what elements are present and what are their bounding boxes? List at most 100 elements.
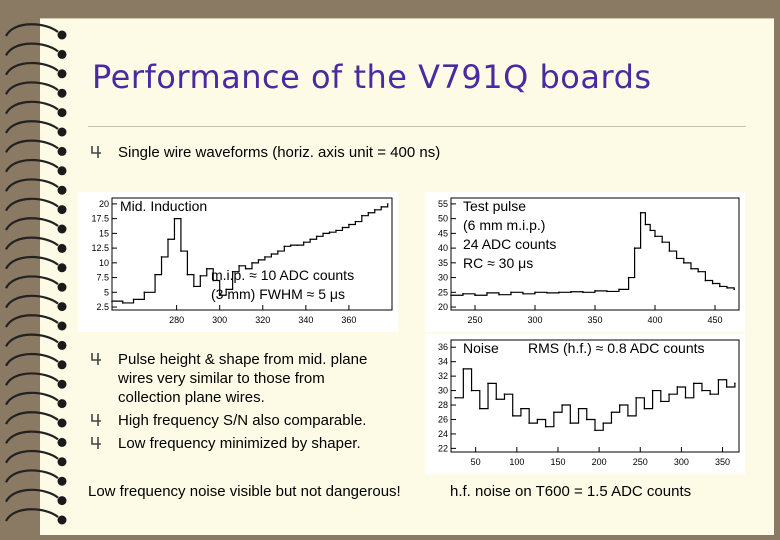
- waveform-point: [726, 287, 728, 289]
- spiral-hole: [57, 224, 67, 234]
- bullet-sn: High frequency S/N also comparable.: [118, 412, 367, 429]
- waveform-point: [386, 203, 389, 205]
- y-tick-label: 10: [99, 258, 109, 268]
- spiral-hole: [57, 360, 67, 370]
- waveform-point: [380, 206, 383, 208]
- waveform-point: [569, 422, 572, 424]
- waveform-line: [455, 368, 736, 431]
- waveform-point: [335, 229, 337, 232]
- waveform-point: [534, 291, 536, 294]
- x-tick-label: 350: [587, 315, 602, 325]
- footer-left-note: Low frequency noise visible but not dang…: [88, 483, 401, 500]
- y-tick-label: 32: [438, 371, 448, 381]
- waveform-point: [283, 245, 286, 248]
- bullet-pulse-height-3: collection plane wires.: [118, 389, 265, 406]
- waveform-point: [328, 231, 331, 233]
- waveform-point: [462, 292, 464, 295]
- waveform-line: [112, 203, 389, 304]
- y-tick-label: 22: [438, 443, 448, 453]
- waveform-point: [205, 267, 208, 270]
- waveform-point: [570, 290, 572, 293]
- x-tick-label: 400: [647, 315, 662, 325]
- waveform-point: [218, 294, 221, 297]
- waveform-point: [341, 226, 344, 229]
- waveform-point: [536, 418, 539, 421]
- spiral-hole: [57, 108, 67, 118]
- x-tick-label: 320: [255, 315, 270, 325]
- x-tick-label: 450: [707, 315, 722, 325]
- waveform-point: [257, 259, 260, 261]
- checkbox-4-icon: [90, 145, 104, 159]
- spiral-ring: [5, 81, 59, 95]
- x-tick-label: 250: [467, 315, 482, 325]
- y-tick-label: 28: [438, 400, 448, 410]
- waveform-point: [594, 429, 596, 432]
- chart-mid-induction-title: Mid. Induction: [120, 198, 208, 214]
- waveform-point: [264, 256, 266, 258]
- spiral-ring: [5, 352, 59, 367]
- spiral-ring: [5, 217, 59, 231]
- waveform-point: [561, 404, 563, 406]
- waveform-point: [522, 292, 524, 295]
- spiral-hole: [57, 166, 67, 176]
- spiral-binding-icon: [5, 23, 67, 525]
- spiral-hole: [57, 437, 67, 447]
- waveform-point: [225, 288, 227, 291]
- waveform-point: [296, 244, 299, 246]
- y-tick-label: 50: [438, 214, 448, 224]
- waveform-point: [193, 285, 195, 288]
- waveform-point: [238, 264, 240, 267]
- plot-frame: [450, 339, 740, 453]
- waveform-line: [451, 212, 735, 296]
- bullet-low-frequency: Low frequency minimized by shaper.: [118, 435, 361, 452]
- spiral-hole: [57, 379, 67, 389]
- spiral-hole: [57, 515, 67, 525]
- waveform-point: [487, 382, 489, 385]
- chart-test-pulse-annotation-1: (6 mm m.i.p.): [463, 217, 546, 233]
- spiral-hole: [57, 263, 67, 273]
- spiral-ring: [5, 158, 59, 173]
- y-tick-label: 35: [438, 258, 448, 268]
- y-tick-label: 2.5: [96, 302, 109, 312]
- chart-noise-annotation: RMS (h.f.) ≈ 0.8 ADC counts: [528, 340, 705, 356]
- y-tick-label: 7.5: [96, 273, 109, 283]
- spiral-ring: [5, 294, 59, 309]
- slide-title: Performance of the V791Q boards: [92, 58, 652, 96]
- y-tick-label: 12.5: [91, 243, 109, 253]
- waveform-point: [725, 386, 728, 388]
- waveform-point: [474, 294, 476, 297]
- footer-right-note: h.f. noise on T600 = 1.5 ADC counts: [450, 483, 692, 500]
- spiral-ring: [5, 61, 59, 76]
- y-tick-label: 20: [438, 302, 448, 312]
- spiral-hole: [57, 127, 67, 137]
- x-tick-label: 350: [715, 457, 730, 467]
- y-tick-label: 20: [99, 199, 109, 209]
- bullet-pulse-height-1: Pulse height & shape from mid. plane: [118, 351, 368, 368]
- waveform-point: [633, 247, 636, 249]
- spiral-ring: [5, 372, 59, 386]
- waveform-point: [160, 256, 163, 258]
- x-tick-label: 200: [592, 457, 607, 467]
- waveform-point: [302, 241, 305, 244]
- waveform-point: [553, 411, 555, 414]
- waveform-point: [143, 291, 146, 294]
- waveform-point: [315, 235, 318, 238]
- waveform-point: [635, 397, 637, 399]
- spiral-hole: [57, 399, 67, 409]
- waveform-point: [462, 368, 465, 370]
- x-tick-label: 250: [633, 457, 648, 467]
- chart-mid-induction-annotation-1: m.i.p. ≈ 10 ADC counts: [211, 267, 355, 283]
- waveform-point: [668, 250, 671, 252]
- waveform-point: [270, 253, 273, 255]
- bullet-waveforms: Single wire waveforms (horiz. axis unit …: [118, 144, 441, 161]
- waveform-point: [697, 270, 699, 273]
- spiral-hole: [57, 69, 67, 79]
- waveform-point: [121, 302, 124, 304]
- y-tick-label: 17.5: [91, 214, 109, 224]
- waveform-point: [309, 238, 311, 241]
- waveform-point: [470, 389, 473, 392]
- spiral-hole: [57, 302, 67, 312]
- waveform-point: [684, 397, 687, 399]
- x-tick-label: 150: [550, 457, 565, 467]
